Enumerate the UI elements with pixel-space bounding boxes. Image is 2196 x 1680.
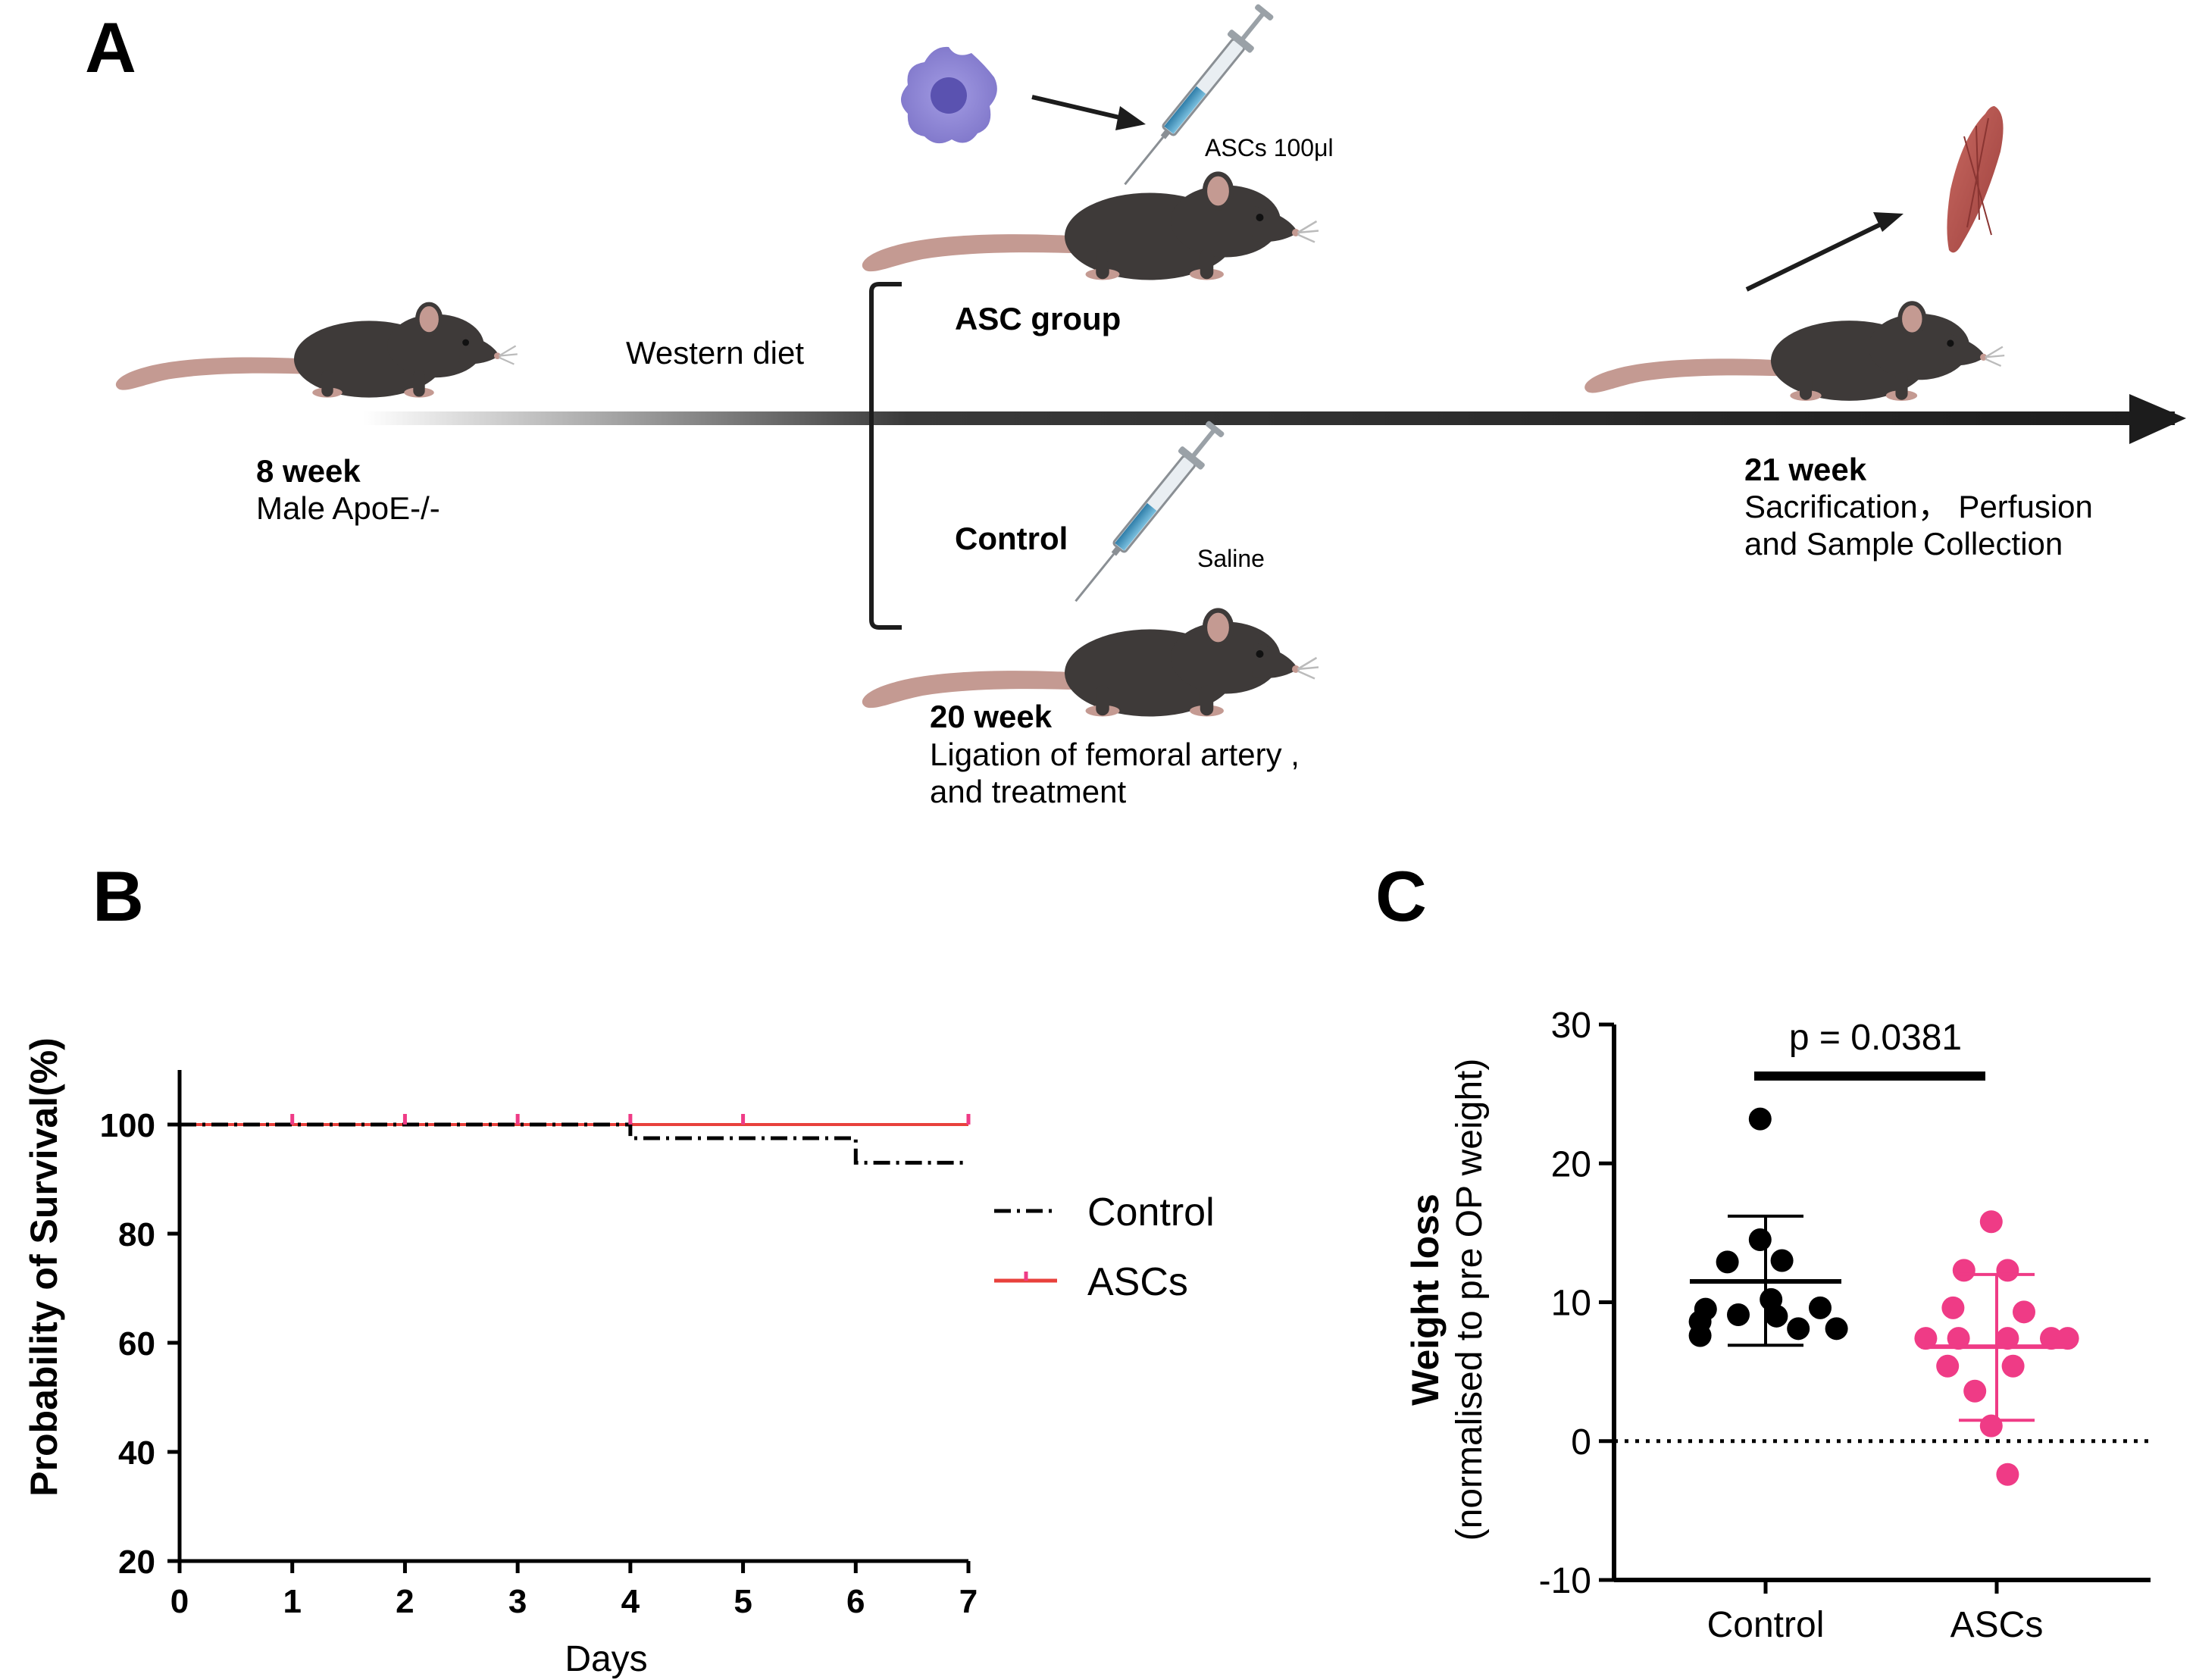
group-bracket [869, 282, 902, 630]
weight-y-tick-label: 20 [1551, 1144, 1591, 1184]
survival-y-tick-label: 40 [118, 1434, 155, 1472]
survival-x-tick-label: 3 [508, 1583, 527, 1620]
start-week-label: 8 week [256, 453, 361, 489]
survival-x-tick-label: 2 [396, 1583, 414, 1620]
end-desc-line2: and Sample Collection [1744, 526, 2063, 562]
weight-point-ascs [1941, 1296, 1965, 1319]
weight-point-control [1760, 1287, 1783, 1311]
weight-x-tick-label: ASCs [1950, 1605, 2044, 1645]
weight-point-ascs [2013, 1300, 2035, 1324]
weight-point-ascs [1996, 1259, 2019, 1282]
survival-x-tick-label: 1 [283, 1583, 301, 1620]
diet-label: Western diet [626, 335, 804, 371]
legend-ascs-label: ASCs [1087, 1260, 1188, 1304]
mouse-start-icon [116, 304, 518, 397]
sample-arrow-line [1745, 219, 1888, 292]
survival-y-tick-label: 80 [118, 1216, 155, 1253]
legend-control-label: Control [1087, 1190, 1215, 1234]
cell-arrow-line [1031, 95, 1130, 122]
weight-point-ascs [2001, 1354, 2025, 1378]
survival-x-tick-label: 4 [621, 1583, 640, 1620]
weight-x-tick-label: Control [1707, 1605, 1825, 1645]
end-week-label: 21 week [1744, 452, 1867, 487]
panel-b: B Probability of Survival(%) Days Contro… [23, 856, 1215, 1679]
weight-point-ascs [1996, 1327, 2019, 1350]
weight-point-ascs [2040, 1327, 2063, 1350]
weight-point-ascs [1996, 1463, 2019, 1486]
weight-point-control [1787, 1317, 1810, 1341]
weight-point-ascs [2056, 1327, 2079, 1350]
weight-y-axis-title: Weight loss [1404, 1194, 1447, 1406]
weight-y-tick-label: 30 [1551, 1006, 1591, 1046]
weight-loss-chart: Weight loss (normalised to pre OP weight… [1404, 1006, 2151, 1645]
weight-point-ascs [1952, 1259, 1975, 1282]
panel-b-letter: B [92, 856, 144, 936]
asc-dose-label: ASCs 100μl [1205, 134, 1334, 161]
weight-point-control [1694, 1297, 1717, 1321]
p-value-annotation: p = 0.0381 [1789, 1018, 1962, 1058]
survival-x-tick-label: 6 [846, 1583, 865, 1620]
sample-arrowhead [1873, 212, 1904, 232]
asc-group-label: ASC group [955, 301, 1121, 336]
panel-a: A 8 week Male ApoE-/- Western diet ASC g… [85, 0, 2186, 809]
weight-y-tick-label: 0 [1571, 1422, 1591, 1463]
weight-point-ascs [1979, 1414, 2003, 1438]
weight-point-control [1770, 1249, 1794, 1272]
weight-y-tick-label: -10 [1539, 1561, 1591, 1601]
weight-point-control [1688, 1324, 1712, 1347]
weight-point-ascs [1914, 1327, 1938, 1350]
survival-y-tick-label: 20 [118, 1544, 155, 1581]
control-dose-label: Saline [1197, 545, 1265, 572]
weight-point-ascs [1979, 1210, 2003, 1234]
timeline-bar [364, 411, 2175, 425]
mid-week-label: 20 week [930, 699, 1053, 734]
weight-point-ascs [1963, 1379, 1987, 1403]
weight-point-control [1716, 1250, 1739, 1274]
mouse-asc-icon [862, 174, 1319, 280]
survival-y-tick-label: 100 [100, 1107, 155, 1144]
panel-c: C Weight loss (normalised to pre OP weig… [1375, 856, 2151, 1645]
end-desc-line1: Sacrification， Perfusion [1744, 489, 2093, 524]
syringe-control-icon [1062, 416, 1230, 612]
survival-x-tick-label: 0 [170, 1583, 189, 1620]
weight-point-control [1809, 1296, 1832, 1319]
syringe-asc-icon [1112, 0, 1279, 196]
control-group-label: Control [955, 521, 1068, 556]
survival-chart: Probability of Survival(%) Days Control … [23, 1037, 1215, 1679]
weight-y-tick-label: 10 [1551, 1284, 1591, 1324]
survival-y-axis-title: Probability of Survival(%) [23, 1037, 65, 1497]
start-desc-label: Male ApoE-/- [256, 490, 440, 526]
cell-nucleus-icon [931, 77, 967, 114]
survival-x-axis-title: Days [565, 1639, 647, 1679]
panel-c-letter: C [1375, 856, 1427, 936]
survival-control-line [180, 1122, 968, 1165]
weight-y-axis-subtitle: (normalised to pre OP weight) [1450, 1059, 1490, 1541]
cell-arrowhead [1115, 106, 1146, 130]
survival-y-tick-label: 60 [118, 1325, 155, 1362]
weight-point-control [1825, 1317, 1848, 1341]
weight-point-ascs [1947, 1327, 1970, 1350]
weight-point-control [1748, 1228, 1772, 1252]
survival-x-tick-label: 7 [959, 1583, 978, 1620]
mid-desc-line2: and treatment [930, 774, 1126, 809]
timeline-arrowhead [2129, 394, 2186, 444]
weight-point-control [1727, 1303, 1750, 1326]
muscle-fibers [1963, 117, 1992, 236]
weight-point-control [1748, 1107, 1772, 1131]
survival-x-tick-label: 5 [734, 1583, 752, 1620]
mouse-end-icon [1584, 303, 2004, 401]
weight-point-ascs [1936, 1354, 1960, 1378]
muscle-icon [1947, 106, 2004, 253]
mid-desc-line1: Ligation of femoral artery , [930, 737, 1300, 772]
panel-a-letter: A [85, 8, 136, 87]
survival-legend: Control ASCs [994, 1190, 1215, 1304]
